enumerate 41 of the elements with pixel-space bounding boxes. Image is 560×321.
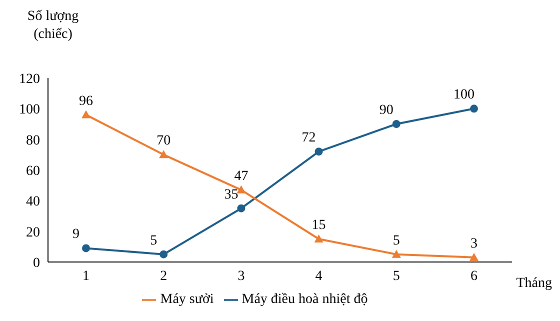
x-tick-label: 3 — [238, 268, 245, 284]
x-tick-label: 1 — [82, 268, 90, 284]
y-tick-label: 100 — [19, 102, 40, 118]
point — [470, 252, 478, 261]
data-label: 9 — [72, 227, 80, 242]
point — [236, 185, 246, 194]
data-label: 72 — [302, 130, 316, 146]
point — [160, 250, 168, 258]
data-label: 70 — [156, 134, 171, 149]
legend-label: Máy sưởi — [160, 292, 214, 307]
point — [314, 234, 324, 242]
data-label: 35 — [224, 187, 238, 202]
point — [470, 104, 478, 113]
data-label: 100 — [454, 88, 474, 103]
data-label: 96 — [79, 94, 93, 109]
legend-label: Máy điều hoà nhiệt độ — [242, 292, 368, 307]
y-axis-title: Số lượng (chiếc) — [26, 8, 80, 44]
x-tick-label: 6 — [470, 268, 478, 284]
x-tick-label: 2 — [160, 268, 168, 284]
y-tick-label: 80 — [26, 133, 40, 148]
x-axis-title: Tháng — [516, 276, 552, 292]
data-label: 3 — [470, 236, 478, 252]
data-label: 5 — [150, 233, 158, 248]
y-tick-label: 0 — [33, 256, 40, 271]
y-tick-label: 60 — [26, 164, 40, 179]
point — [314, 148, 323, 156]
data-label: 5 — [392, 233, 400, 248]
data-label: 47 — [234, 168, 248, 184]
point — [237, 204, 246, 212]
x-tick-label: 4 — [315, 268, 322, 284]
point — [82, 244, 90, 252]
point — [392, 120, 400, 128]
point — [82, 110, 90, 118]
point — [159, 150, 168, 158]
x-tick-label: 5 — [392, 268, 400, 284]
y-tick-label: 120 — [19, 72, 40, 87]
y-tick-label: 40 — [26, 194, 40, 210]
data-label: 15 — [312, 218, 326, 233]
data-label: 90 — [379, 103, 394, 118]
point — [392, 250, 401, 258]
y-tick-label: 20 — [26, 225, 40, 240]
